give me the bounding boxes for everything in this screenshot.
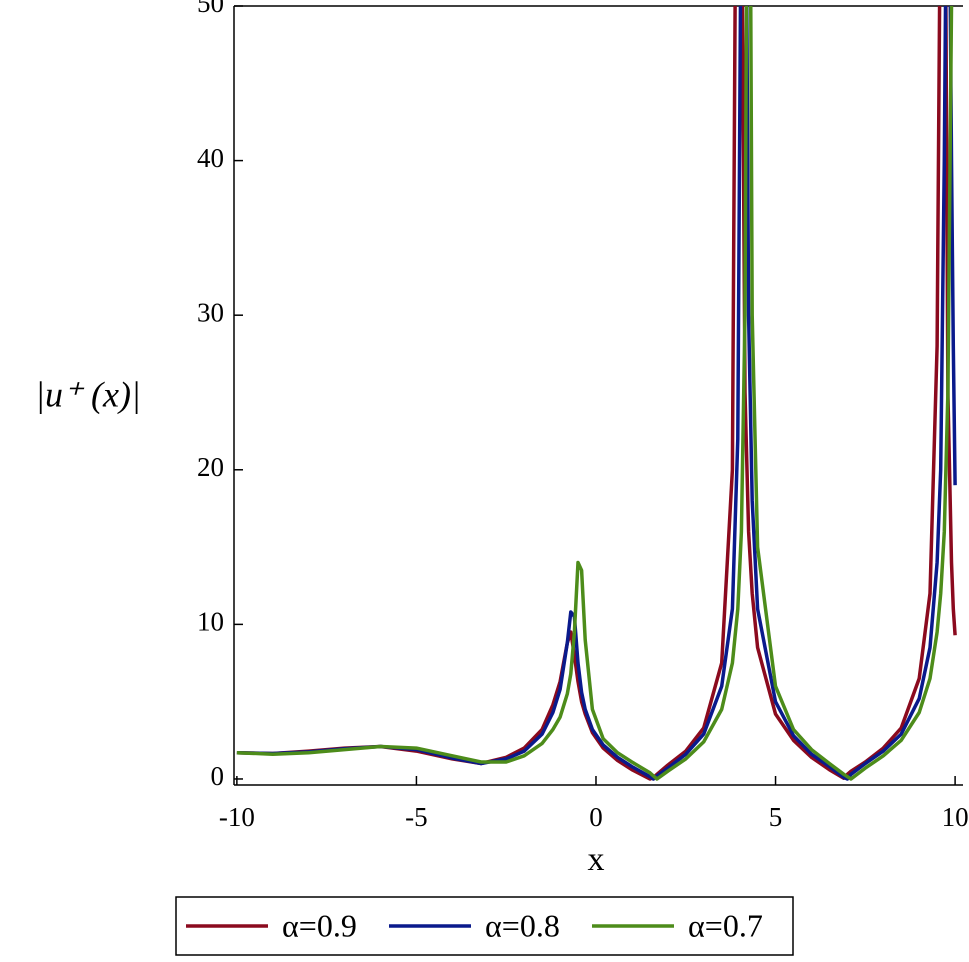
- y-tick-label: 10: [197, 607, 224, 637]
- x-tick-label: -10: [219, 802, 255, 832]
- y-axis-label: |u⁺ (x)|: [35, 374, 141, 414]
- legend-label: α=0.8: [485, 907, 560, 943]
- x-tick-label: -5: [405, 802, 428, 832]
- series-line: [236, 6, 957, 781]
- legend-label: α=0.9: [282, 907, 357, 943]
- plot-lines: [236, 6, 957, 781]
- y-tick-label: 50: [197, 0, 224, 18]
- x-tick-label: 0: [589, 802, 603, 832]
- legend-box: [175, 896, 794, 956]
- series-line: [236, 6, 957, 781]
- y-tick-label: 40: [197, 143, 224, 173]
- x-tick-label: 10: [942, 802, 969, 832]
- series-line: [236, 6, 956, 781]
- y-tick-label: 0: [211, 761, 225, 791]
- y-tick-label: 30: [197, 297, 224, 327]
- y-tick-label: 20: [197, 452, 224, 482]
- legend-label: α=0.7: [688, 907, 763, 943]
- x-tick-label: 5: [769, 802, 783, 832]
- x-axis-label: x: [588, 841, 605, 878]
